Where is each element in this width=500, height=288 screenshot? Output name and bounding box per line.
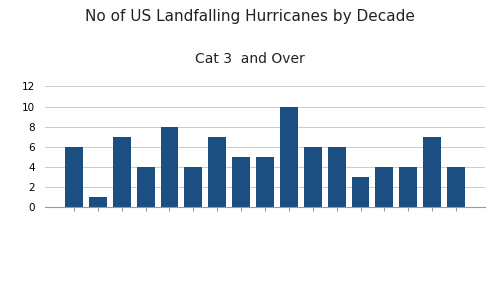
- Bar: [208, 137, 226, 207]
- Bar: [136, 167, 154, 207]
- Bar: [184, 167, 202, 207]
- Bar: [113, 137, 130, 207]
- Bar: [256, 157, 274, 207]
- Bar: [352, 177, 370, 207]
- Bar: [160, 127, 178, 207]
- Bar: [65, 147, 83, 207]
- Bar: [280, 107, 298, 207]
- Bar: [328, 147, 345, 207]
- Bar: [400, 167, 417, 207]
- Bar: [376, 167, 394, 207]
- Bar: [89, 197, 107, 207]
- Text: Cat 3  and Over: Cat 3 and Over: [195, 52, 305, 66]
- Bar: [447, 167, 465, 207]
- Bar: [232, 157, 250, 207]
- Text: No of US Landfalling Hurricanes by Decade: No of US Landfalling Hurricanes by Decad…: [85, 9, 415, 24]
- Bar: [423, 137, 441, 207]
- Bar: [304, 147, 322, 207]
